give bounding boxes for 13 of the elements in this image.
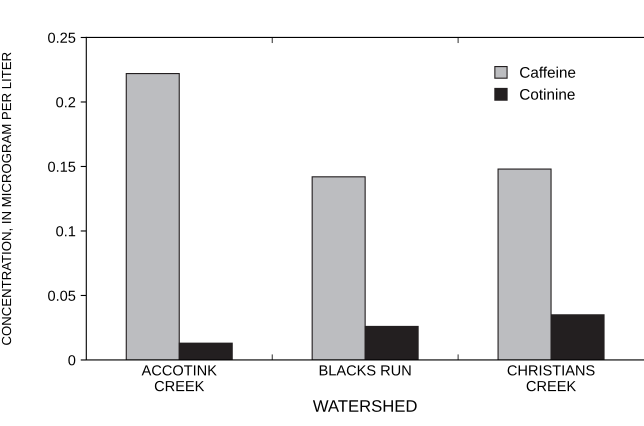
legend-label: Caffeine [520, 66, 576, 78]
legend-label: Cotinine [520, 88, 575, 100]
y-tick-label: 0.1 [56, 226, 76, 236]
y-tick-label: 0.15 [48, 162, 76, 172]
y-tick-label: 0.25 [48, 32, 76, 43]
x-axis-title: WATERSHED [312, 400, 417, 412]
x-tick-label: BLACKS RUN [320, 365, 411, 376]
y-tick-label: 0.05 [48, 290, 76, 301]
y-axis-title: CONCENTRATION, IN MICROGRAM PER LITER [2, 52, 13, 345]
y-tick-label: 0.2 [56, 97, 76, 108]
x-tick-label: CHRISTIANS CREEK [508, 365, 595, 392]
y-tick-label: 0 [68, 355, 76, 366]
x-tick-label: ACCOTINK CREEK [142, 365, 217, 392]
